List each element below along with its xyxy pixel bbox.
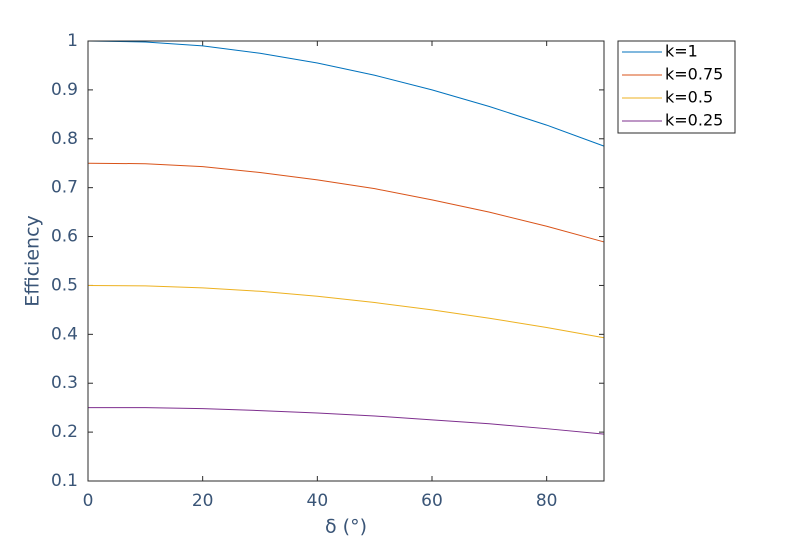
x-tick-label: 80 xyxy=(536,491,558,511)
y-tick-label: 1 xyxy=(67,31,78,51)
legend-box xyxy=(617,40,736,134)
y-tick-label: 0.5 xyxy=(51,275,78,295)
y-axis-label: Efficiency xyxy=(22,215,44,307)
y-tick-label: 0.2 xyxy=(51,422,78,442)
legend-label: k=0.25 xyxy=(665,111,723,130)
x-tick-label: 40 xyxy=(307,491,329,511)
line xyxy=(87,40,605,147)
line xyxy=(88,407,605,435)
line xyxy=(87,162,605,243)
legend: k=1 k=0.75 k=0.5 k=0.25 xyxy=(617,40,736,134)
x-tick-label: 20 xyxy=(192,491,214,511)
y-tick-label: 0.9 xyxy=(51,80,78,100)
y-tick-label: 0.1 xyxy=(51,471,78,491)
axes-box xyxy=(87,40,605,482)
x-tick-label: 60 xyxy=(421,491,443,511)
y-tick-label: 0.8 xyxy=(51,129,78,149)
y-tick-label: 0.7 xyxy=(51,178,78,198)
line xyxy=(87,284,605,339)
legend-label: k=1 xyxy=(665,42,698,61)
x-axis-label: δ (°) xyxy=(325,516,367,538)
y-tick-label: 0.3 xyxy=(51,373,78,393)
x-tick-label: 0 xyxy=(83,491,94,511)
y-tick-label: 0.6 xyxy=(51,227,78,247)
legend-label: k=0.5 xyxy=(665,88,713,107)
y-tick-label: 0.4 xyxy=(51,324,78,344)
legend-label: k=0.75 xyxy=(665,65,723,84)
